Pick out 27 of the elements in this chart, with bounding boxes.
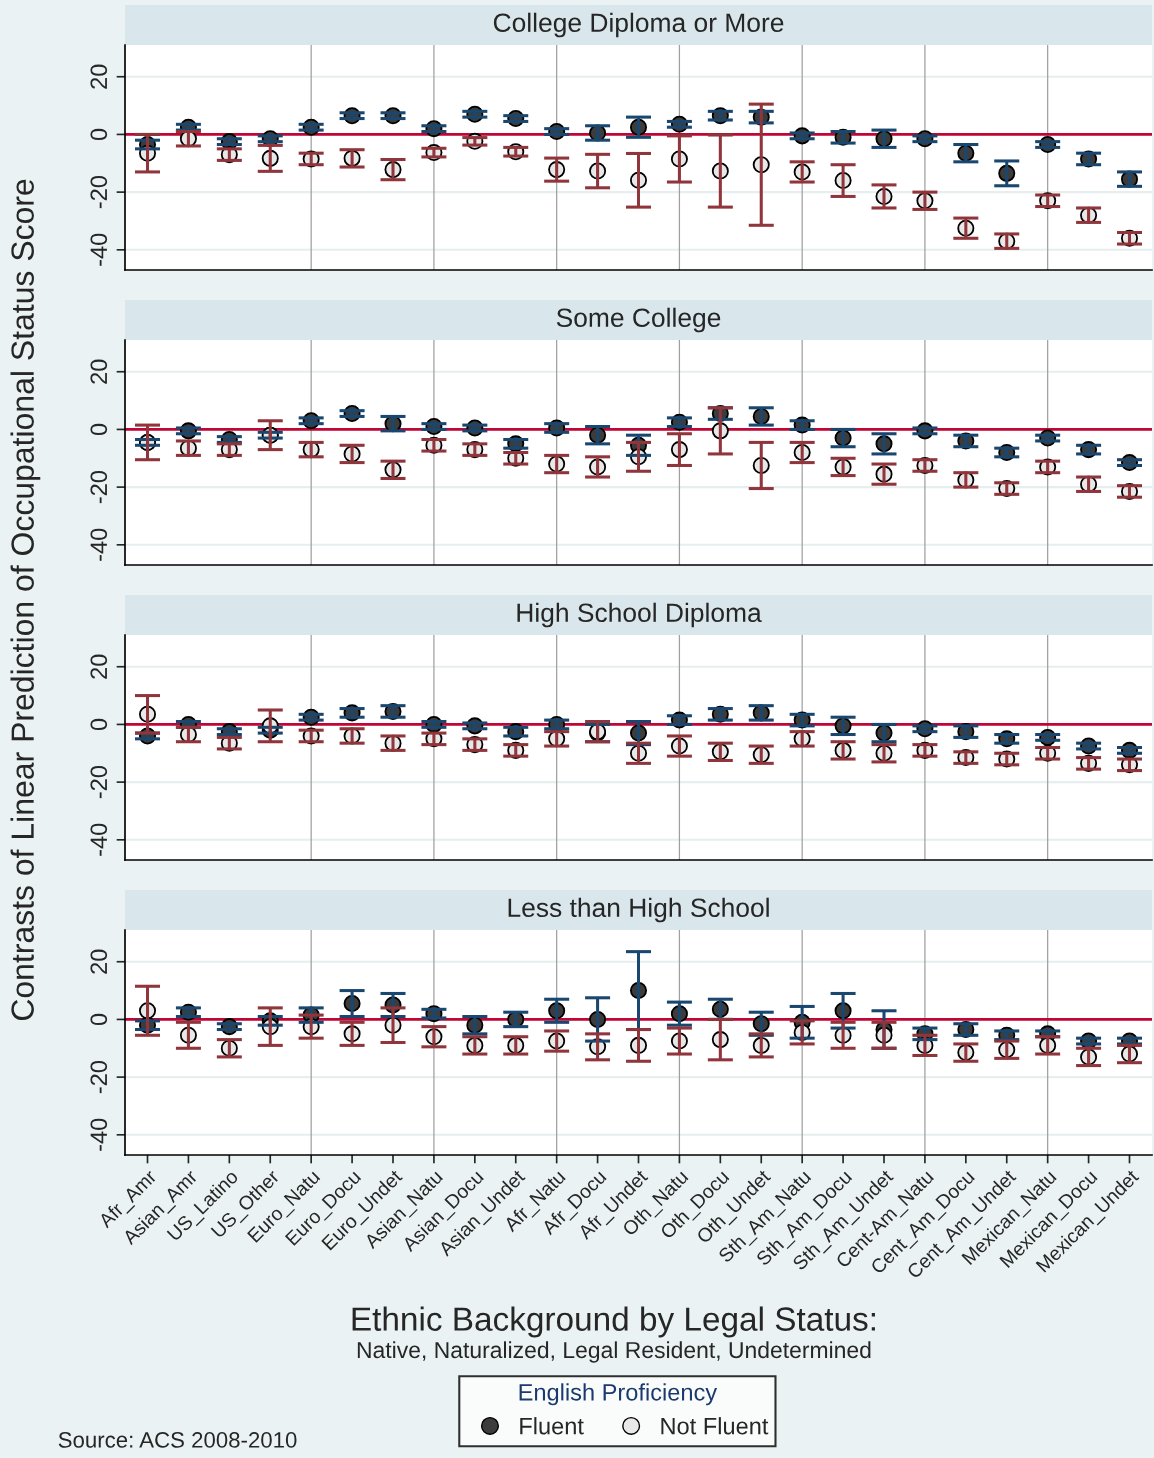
y-tick-label: -20 <box>90 1060 108 1094</box>
y-tick-label: -40 <box>90 528 108 561</box>
y-tick-label: 0 <box>90 128 108 141</box>
chart-title: Less than High School <box>508 897 769 923</box>
y-tick-label: 0 <box>90 1013 108 1026</box>
y-tick-label: -40 <box>90 823 108 856</box>
y-tick-label: 20 <box>90 64 108 89</box>
source-note: Source: ACS 2008-2010 <box>58 1432 297 1448</box>
y-tick-label: -40 <box>90 233 108 266</box>
legend-label: Not Fluent <box>661 1417 769 1435</box>
y-tick-label: -20 <box>90 175 108 209</box>
chart-title: College Diploma or More <box>493 12 784 38</box>
y-tick-label: -20 <box>90 470 108 504</box>
y-axis-title: Contrasts of Linear Prediction of Occupational Status Score <box>10 179 41 1021</box>
chart-title: Some College <box>556 307 721 333</box>
text: Native, Naturalized, Legal Resident, Undetermined <box>357 1341 871 1363</box>
y-tick-label: -40 <box>90 1118 108 1151</box>
y-tick-label: 20 <box>90 654 108 679</box>
x-axis-title: Ethnic Background by Legal Status: <box>352 1306 875 1338</box>
y-tick-label: 20 <box>90 359 108 384</box>
y-tick-label: 0 <box>90 423 108 436</box>
legend-title: English Proficiency <box>519 1383 718 1406</box>
y-tick-label: 0 <box>90 718 108 731</box>
y-tick-label: -20 <box>90 765 108 799</box>
y-tick-label: 20 <box>90 949 108 974</box>
legend-label: Fluent <box>520 1417 584 1435</box>
chart-title: High School Diploma <box>517 602 762 628</box>
